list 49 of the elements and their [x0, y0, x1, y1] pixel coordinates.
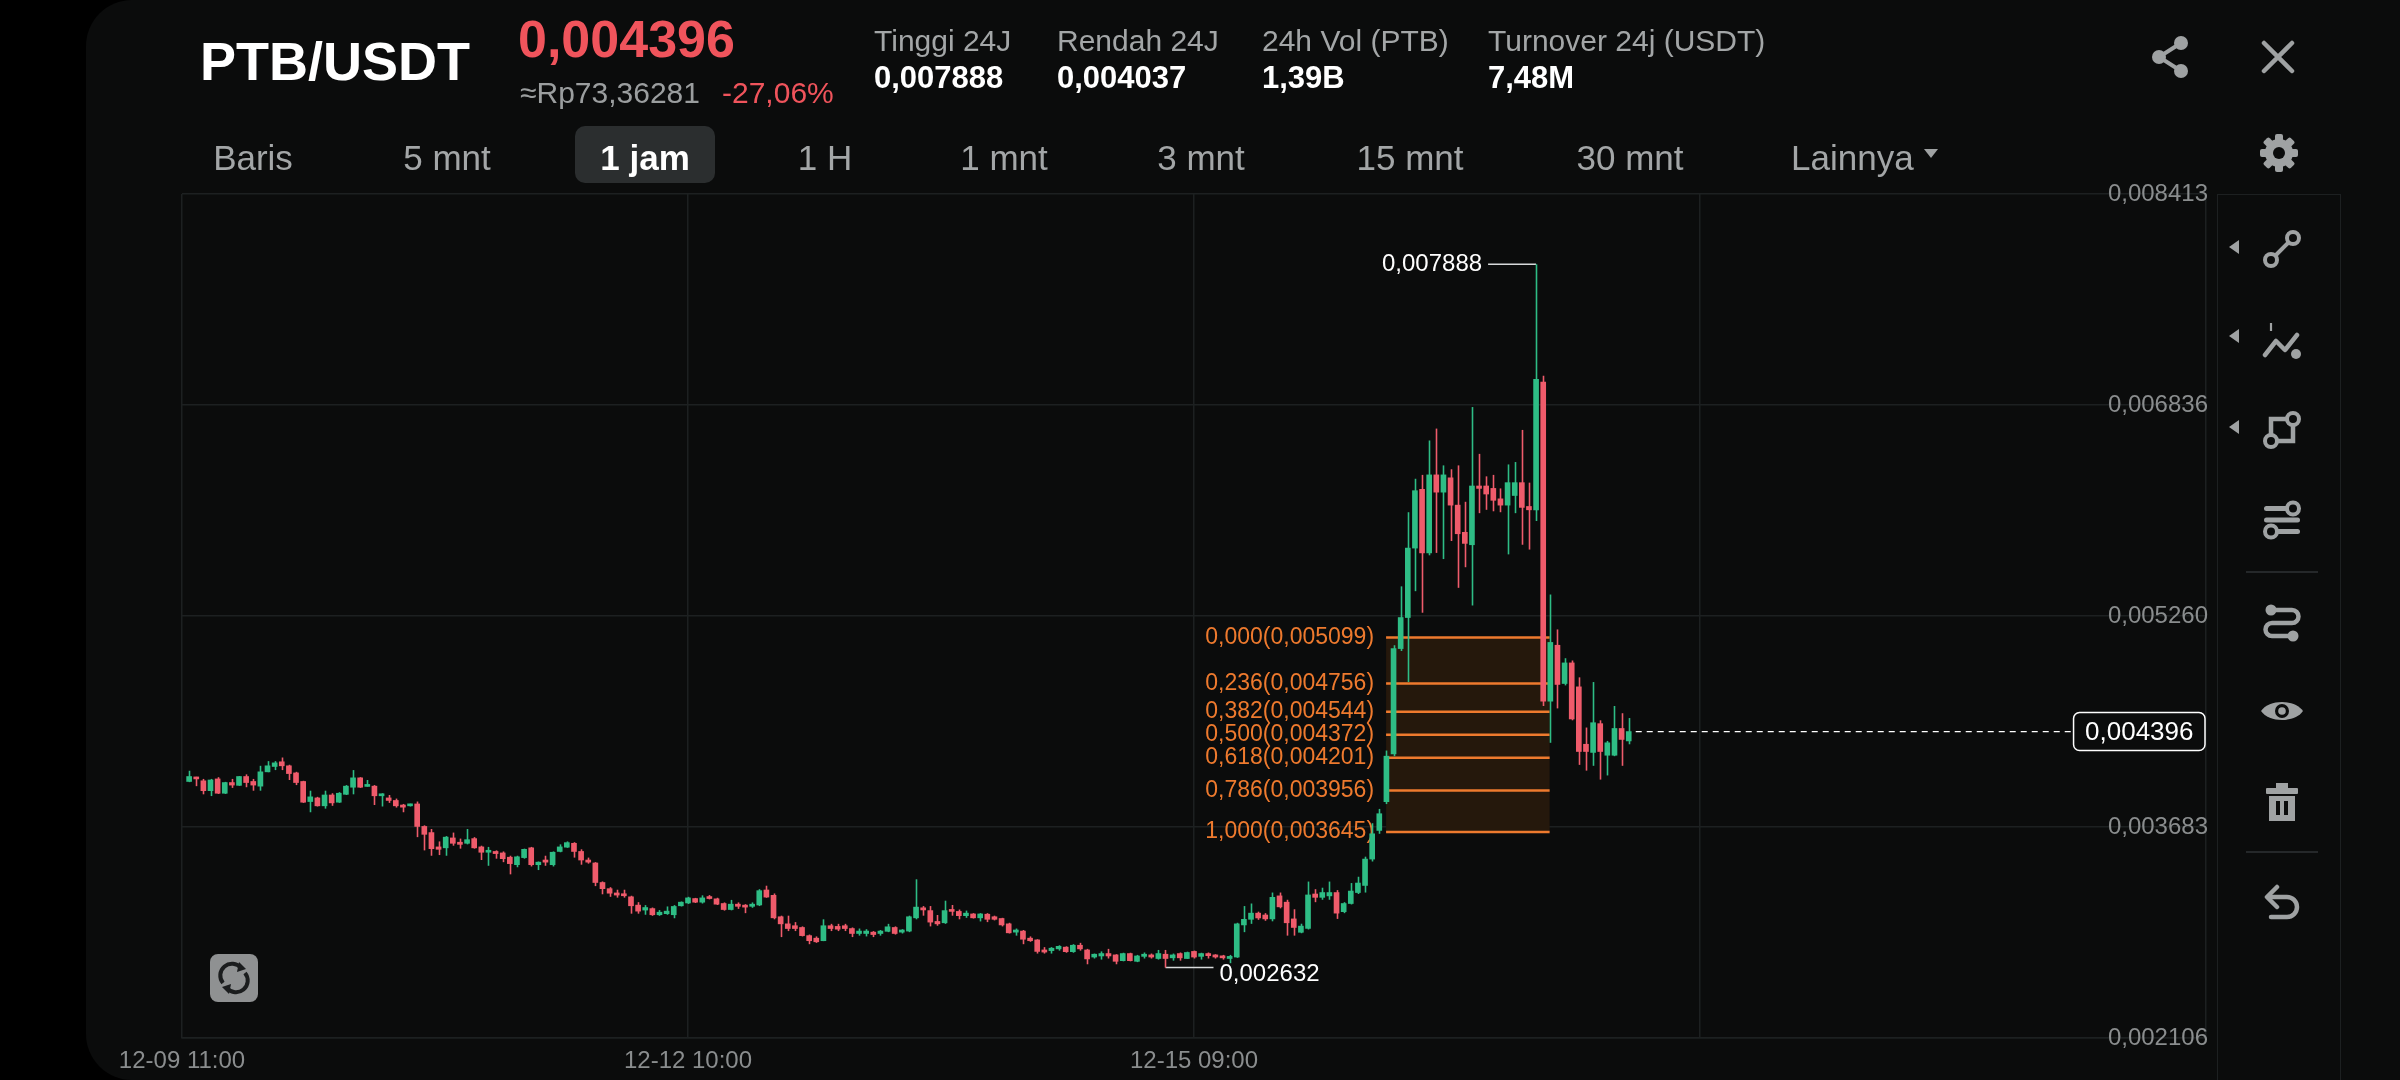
candlestick	[1290, 908, 1297, 937]
text: 30 mnt	[1576, 137, 1684, 179]
chart-subtitle: 0,004396	[518, 8, 735, 70]
text: 1,39B	[1262, 59, 1345, 97]
y-tick-label: 0,006836	[2107, 389, 2208, 417]
text: Turnover 24j (USDT)	[1488, 23, 1766, 59]
text: Lainnya	[1791, 137, 1914, 179]
text: 0,004037	[1057, 59, 1187, 97]
x-tick-label: 12-09 11:00	[118, 1046, 246, 1074]
text: -27,06%	[722, 75, 834, 111]
text: 15 mnt	[1356, 137, 1464, 179]
candlestick	[485, 846, 492, 867]
text: 7,48M	[1488, 59, 1575, 97]
ref-line-label: 0,786(0,003956)	[1205, 775, 1375, 802]
text: Baris	[213, 137, 293, 179]
candlestick	[1618, 712, 1625, 767]
candlestick	[1433, 427, 1440, 554]
ref-line-label: 0,382(0,004544)	[1205, 697, 1375, 724]
y-tick-label: 0,005260	[2107, 600, 2208, 628]
ref-line-label: 0,000(0,005099)	[1205, 622, 1375, 649]
text: 1 jam	[600, 137, 690, 179]
text: 24h Vol (PTB)	[1262, 23, 1449, 59]
y-tick-label: 0,002106	[2107, 1022, 2208, 1050]
annotation: 0,002632	[1219, 959, 1320, 987]
ref-line-label: 0,004396	[2085, 715, 2194, 746]
text: 1 mnt	[960, 137, 1048, 179]
text: Rendah 24J	[1057, 23, 1219, 59]
candlestick	[1625, 717, 1632, 746]
x-tick-label: 12-12 10:00	[623, 1046, 753, 1074]
candlestick	[1511, 461, 1518, 514]
text: 1 H	[797, 137, 853, 179]
y-tick-label: 0,003683	[2107, 811, 2208, 839]
text: 3 mnt	[1157, 137, 1245, 179]
text: 0,007888	[874, 59, 1004, 97]
candlestick	[528, 846, 535, 868]
ref-line-label: 1,000(0,003645)	[1205, 817, 1375, 844]
candlestick	[1604, 740, 1611, 777]
chart-title: PTB/USDT	[200, 29, 470, 93]
candlestick	[307, 789, 314, 814]
ref-line-label: 0,236(0,004756)	[1205, 668, 1375, 695]
text: 5 mnt	[403, 137, 491, 179]
candlestick	[927, 905, 934, 928]
text: ≈Rp73,36281	[520, 75, 700, 111]
candlestick	[1376, 808, 1383, 835]
annotation: 0,007888	[1381, 248, 1483, 276]
text: Tinggi 24J	[874, 23, 1012, 59]
candlestick	[442, 835, 449, 857]
x-tick-label: 12-15 09:00	[1129, 1046, 1259, 1074]
y-tick-label: 0,008413	[2107, 178, 2208, 206]
